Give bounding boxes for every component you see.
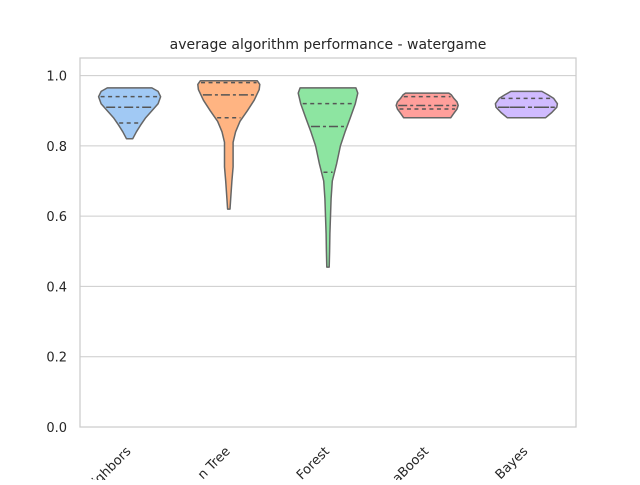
violin-body (97, 87, 162, 140)
x-axis-ticks: ighbors n Tree Forest aBoost Bayes (90, 444, 532, 485)
violin-body (297, 87, 359, 268)
violin-body (494, 90, 559, 119)
x-tick-label: aBoost (390, 444, 432, 480)
violin-body (395, 92, 459, 119)
y-tick-label: 0.8 (46, 140, 67, 155)
x-tick-label: ighbors (90, 444, 135, 480)
violin-body (197, 80, 261, 210)
plot-frame (79, 57, 577, 428)
violin-layer (97, 80, 559, 268)
y-tick-label: 1.0 (46, 70, 67, 85)
x-tick-label: Bayes (493, 444, 532, 480)
y-tick-label: 0.0 (46, 421, 67, 436)
y-tick-label: 0.2 (46, 351, 67, 366)
x-tick-label: Forest (294, 444, 333, 480)
y-tick-label: 0.4 (46, 280, 67, 295)
x-tick-label: n Tree (195, 444, 234, 480)
y-axis-ticks: 0.0 0.2 0.4 0.6 0.8 1.0 (46, 70, 67, 436)
chart-title: average algorithm performance - watergam… (170, 37, 487, 53)
y-tick-label: 0.6 (46, 210, 67, 225)
